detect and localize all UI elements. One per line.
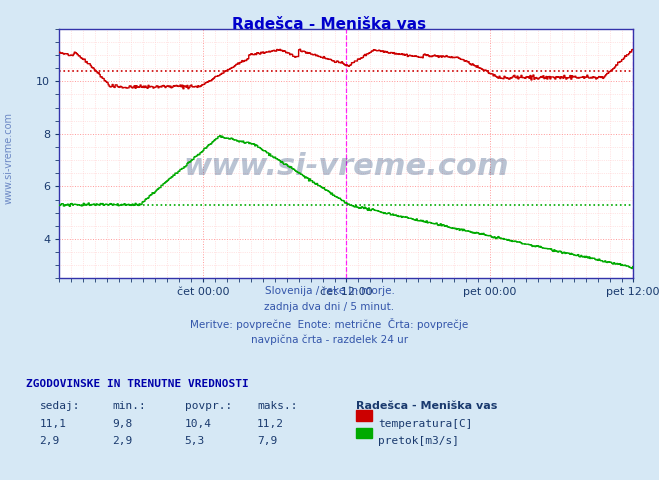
- Text: www.si-vreme.com: www.si-vreme.com: [183, 152, 509, 180]
- Text: temperatura[C]: temperatura[C]: [378, 419, 473, 429]
- Text: Radešca - Meniška vas: Radešca - Meniška vas: [233, 17, 426, 32]
- Text: 2,9: 2,9: [112, 436, 132, 446]
- Text: pretok[m3/s]: pretok[m3/s]: [378, 436, 459, 446]
- Text: 2,9: 2,9: [40, 436, 60, 446]
- Text: 10,4: 10,4: [185, 419, 212, 429]
- Text: navpična črta - razdelek 24 ur: navpična črta - razdelek 24 ur: [251, 335, 408, 345]
- Text: www.si-vreme.com: www.si-vreme.com: [3, 112, 14, 204]
- Text: Radešca - Meniška vas: Radešca - Meniška vas: [356, 401, 498, 411]
- Text: 7,9: 7,9: [257, 436, 277, 446]
- Text: povpr.:: povpr.:: [185, 401, 232, 411]
- Text: 11,1: 11,1: [40, 419, 67, 429]
- Text: ZGODOVINSKE IN TRENUTNE VREDNOSTI: ZGODOVINSKE IN TRENUTNE VREDNOSTI: [26, 379, 249, 389]
- Text: 5,3: 5,3: [185, 436, 205, 446]
- Text: Slovenija / reke in morje.: Slovenija / reke in morje.: [264, 286, 395, 296]
- Text: Meritve: povprečne  Enote: metrične  Črta: povprečje: Meritve: povprečne Enote: metrične Črta:…: [190, 318, 469, 330]
- Text: zadnja dva dni / 5 minut.: zadnja dva dni / 5 minut.: [264, 302, 395, 312]
- Text: 11,2: 11,2: [257, 419, 284, 429]
- Text: sedaj:: sedaj:: [40, 401, 80, 411]
- Text: min.:: min.:: [112, 401, 146, 411]
- Text: 9,8: 9,8: [112, 419, 132, 429]
- Text: maks.:: maks.:: [257, 401, 297, 411]
